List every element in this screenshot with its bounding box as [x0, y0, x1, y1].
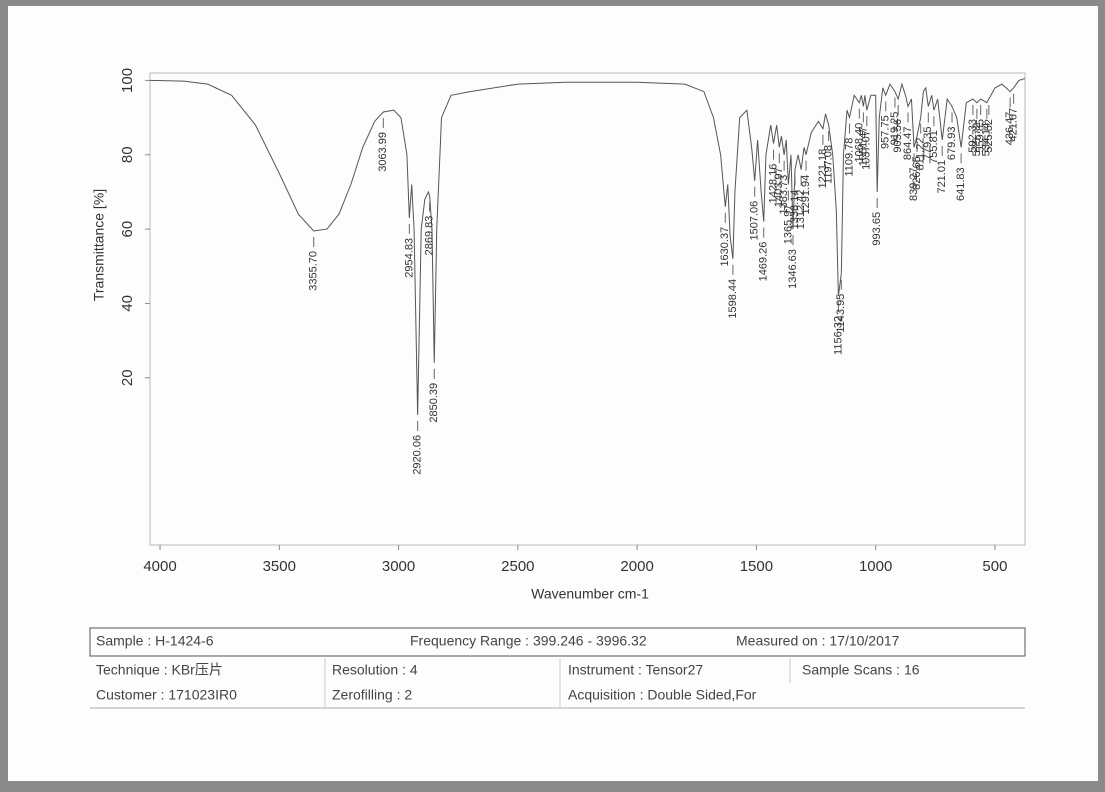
peak-label: 3355.70 [308, 251, 320, 291]
peak-label: 421.67 [1008, 108, 1020, 142]
peak-label: 641.83 [955, 167, 967, 201]
peak-label: 993.65 [871, 212, 883, 246]
peak-label: 1197.08 [823, 145, 835, 184]
peak-label: 1338.14 [789, 190, 801, 230]
plot: 4000 3500 3000 2500 2000 1500 1000 500 20 40 60 80 1… [119, 68, 1026, 575]
peak-label: 534.14 [981, 123, 993, 157]
x-tick-label: 2000 [620, 558, 653, 575]
peak-label: 721.01 [936, 160, 948, 194]
peak-label: 1051.47 [857, 126, 869, 166]
y-tick-label: 80 [119, 146, 136, 163]
peak-label: 1383.73 [778, 175, 790, 215]
peak-label: 3063.99 [377, 132, 389, 172]
peak-label: 1598.44 [727, 279, 739, 319]
peak-label: 1221.18 [817, 149, 829, 189]
x-axis-title: Wavenumber cm-1 [531, 586, 649, 602]
x-tick-label: 4000 [143, 558, 176, 575]
peak-label: 525.52 [983, 119, 995, 153]
meta-table: Sample : H-1424-6 Frequency Range : 399.… [89, 627, 1026, 709]
x-tick-label: 3000 [382, 558, 415, 575]
peak-label: 2850.39 [428, 383, 440, 423]
peak-label: 1507.06 [749, 201, 761, 241]
y-axis-title: Transmittance [%] [91, 189, 107, 301]
y-tick-label: 100 [119, 68, 136, 93]
y-tick-label: 20 [119, 369, 136, 386]
peak-label: 905.56 [892, 119, 904, 153]
peak-label: 1143.95 [835, 294, 847, 333]
peak-label: 1469.26 [758, 242, 770, 282]
sheet [8, 6, 1098, 781]
peak-label: 2954.83 [403, 238, 415, 278]
meta-cell: Measured on : 17/10/2017 [736, 633, 900, 649]
peak-label: 839.27 [908, 167, 920, 201]
peak-label: 592.33 [967, 119, 979, 153]
peak-label: 1109.78 [843, 138, 855, 177]
meta-cell: Resolution : 4 [332, 662, 418, 678]
peak-label: 826.65 [911, 156, 923, 190]
peak-label: 755.81 [928, 130, 940, 164]
x-tick-label: 2500 [501, 558, 534, 575]
meta-cell: Sample : H-1424-6 [96, 633, 214, 649]
peak-label: 1428.16 [767, 164, 779, 204]
peak-label: 779.35 [922, 126, 934, 160]
meta-cell: Customer : 171023IR0 [96, 687, 237, 703]
x-tick-label: 1000 [859, 558, 892, 575]
meta-cell: Acquisition : Double Sided,For [568, 687, 757, 703]
peak-label: 2920.06 [412, 435, 424, 475]
plot-frame [149, 72, 1026, 546]
meta-cell: Technique : KBr压片 [96, 662, 223, 678]
x-tick-label: 1500 [740, 558, 773, 575]
peak-label: 575.72 [971, 123, 983, 157]
meta-cell: Instrument : Tensor27 [568, 662, 703, 678]
y-tick-label: 40 [119, 295, 136, 312]
peak-label: 1037.07 [861, 130, 873, 170]
peak-label: 1630.37 [719, 227, 731, 267]
peak-label: 919.25 [889, 112, 901, 146]
peak-label: 1346.63 [787, 249, 799, 289]
x-tick-label: 500 [982, 558, 1007, 575]
y-tick-label: 60 [119, 221, 136, 238]
peak-label: 1403.97 [773, 167, 785, 207]
meta-cell: Sample Scans : 16 [802, 662, 920, 678]
peak-label: 679.93 [946, 126, 958, 160]
spectrum-line [149, 78, 1026, 415]
peak-label: 2869.83 [424, 216, 436, 256]
x-tick-label: 3500 [263, 558, 296, 575]
peak-label: 1156.32 [832, 316, 844, 355]
peak-label: 1365.97 [782, 204, 794, 244]
peak-label: 864.47 [902, 126, 914, 160]
peak-label: 436.47 [1004, 112, 1016, 146]
meta-box [89, 627, 1026, 657]
peak-label: 1291.94 [800, 175, 812, 215]
meta-cell: Zerofilling : 2 [332, 687, 412, 703]
peak-label: 1312.42 [795, 190, 807, 230]
peak-label: 811.22 [915, 138, 927, 171]
peak-label: 957.75 [880, 115, 892, 149]
peak-label: 559.85 [975, 119, 987, 153]
meta-cell: Frequency Range : 399.246 - 3996.32 [410, 633, 647, 649]
peak-label: 1068.40 [853, 123, 865, 163]
